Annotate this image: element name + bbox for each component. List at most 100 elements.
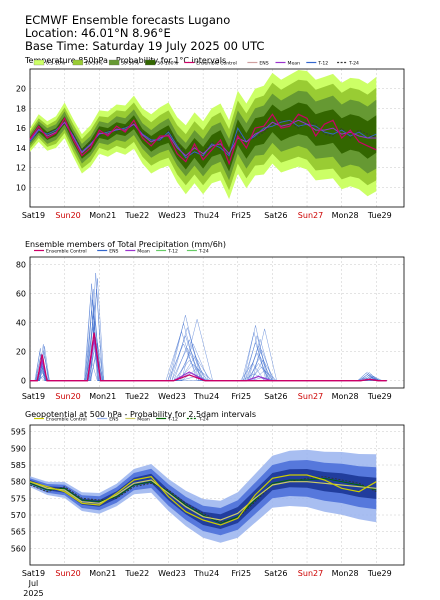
x-tick-label: Sat19 (22, 211, 45, 220)
probability-band-10-30 (30, 79, 377, 191)
ens-member-line (30, 319, 387, 381)
y-tick-label: 20 (16, 85, 26, 94)
x-tick-label: Sun27 (298, 211, 323, 220)
ens-member-line (30, 272, 387, 381)
y-tick-label: 0 (21, 377, 26, 386)
ens-member-line (30, 278, 387, 381)
ens-member-line (30, 283, 387, 381)
ens-member-line (30, 305, 387, 381)
x-tick-label: Wed23 (158, 569, 186, 578)
x-tick-label: Mon21 (89, 211, 116, 220)
x-tick-label: Fri25 (231, 392, 251, 401)
series-control (30, 332, 387, 382)
y-tick-label: 60 (16, 289, 26, 298)
y-tick-label: 16 (16, 124, 26, 133)
ens-member-line (30, 299, 387, 381)
temperature-chart-title: Temperature 850hPa - Probability for 1°C… (25, 56, 227, 65)
y-tick-label: 80 (16, 260, 26, 269)
x-tick-label: Wed23 (158, 211, 186, 220)
x-tick-label: Sat19 (22, 392, 45, 401)
y-tick-label: 10 (16, 183, 26, 192)
x-tick-label: Sun20 (55, 211, 80, 220)
ens-member-line (30, 289, 387, 381)
y-tick-label: 575 (11, 494, 26, 503)
ens-member-line (30, 294, 387, 381)
plot-frame (29, 68, 405, 208)
y-tick-label: 14 (16, 144, 26, 153)
ens-member-line (30, 334, 387, 381)
legend-entry: Mean (288, 61, 301, 67)
y-tick-label: 565 (11, 528, 26, 537)
x-tick-label: Sat26 (264, 392, 287, 401)
x-tick-label: Mon28 (332, 392, 359, 401)
x-tick-label: Fri25 (231, 211, 251, 220)
x-tick-label: Sun27 (298, 569, 323, 578)
y-tick-label: 20 (16, 348, 26, 357)
y-tick-label: 595 (11, 428, 26, 437)
series-t24 (29, 476, 377, 523)
x-tick-label: Sat26 (264, 569, 287, 578)
probability-band-30-50 (30, 90, 377, 181)
legend-entry: ENS (259, 61, 268, 67)
geopotential-chart-title: Geopotential at 500 hPa - Probability fo… (25, 410, 257, 419)
month-label: Jul (28, 579, 39, 588)
year-label: 2025 (23, 589, 43, 598)
series-t24 (29, 119, 377, 155)
y-tick-label: 570 (11, 511, 26, 520)
probability-band-inner (30, 469, 377, 529)
plot-frame (29, 424, 405, 566)
series-mean (30, 339, 387, 382)
precipitation-chart-title: Ensemble members of Total Precipitation … (25, 240, 226, 249)
x-tick-label: Thu24 (193, 392, 219, 401)
y-tick-label: 18 (16, 104, 26, 113)
y-tick-label: 585 (11, 461, 26, 470)
x-tick-label: Tue22 (124, 211, 149, 220)
probability-band-50-100 (30, 102, 377, 172)
x-tick-label: Sun20 (55, 569, 80, 578)
ens-member-line (30, 321, 387, 381)
y-tick-label: 12 (16, 164, 26, 173)
x-tick-label: Tue29 (367, 211, 392, 220)
x-tick-label: Mon28 (332, 211, 359, 220)
y-tick-label: 590 (11, 444, 26, 453)
ens-member-line (30, 322, 387, 381)
x-tick-label: Sat19 (22, 569, 45, 578)
x-tick-label: Tue29 (367, 569, 392, 578)
series-t12 (29, 477, 377, 524)
probability-band-outer (30, 449, 377, 543)
ens-member-line (30, 326, 387, 381)
base-time-label: Base Time: Saturday 19 July 2025 00 UTC (25, 39, 265, 53)
probability-band-0-10 (30, 70, 377, 200)
forecast-title: ECMWF Ensemble forecasts Lugano (25, 13, 231, 27)
x-tick-label: Tue22 (124, 392, 149, 401)
location-label: Location: 46.01°N 8.96°E (25, 26, 171, 40)
series-t12 (29, 119, 377, 159)
x-tick-label: Mon21 (89, 392, 116, 401)
x-tick-label: Sun20 (55, 392, 80, 401)
ens-member-line (30, 326, 387, 381)
legend-entry: T-24 (348, 61, 359, 67)
ens-member-line (30, 315, 387, 381)
y-tick-label: 580 (11, 478, 26, 487)
series-control (29, 474, 377, 526)
x-tick-label: Fri25 (231, 569, 251, 578)
x-tick-label: Tue29 (367, 392, 392, 401)
x-tick-label: Sat26 (264, 211, 287, 220)
ens-member-line (30, 315, 387, 381)
y-tick-label: 560 (11, 544, 26, 553)
x-tick-label: Mon28 (332, 569, 359, 578)
x-tick-label: Mon21 (89, 569, 116, 578)
x-tick-label: Sun27 (298, 392, 323, 401)
series-control (29, 113, 377, 166)
x-tick-label: Wed23 (158, 392, 186, 401)
series-mean (29, 479, 377, 521)
ens-member-line (30, 310, 387, 381)
plot-frame (29, 256, 405, 389)
probability-band-mid (30, 460, 377, 536)
x-tick-label: Thu24 (193, 569, 219, 578)
ens-member-line (30, 332, 387, 381)
legend-entry: T-12 (317, 61, 328, 67)
ens-member-line (30, 289, 387, 381)
series-mean (29, 119, 377, 157)
